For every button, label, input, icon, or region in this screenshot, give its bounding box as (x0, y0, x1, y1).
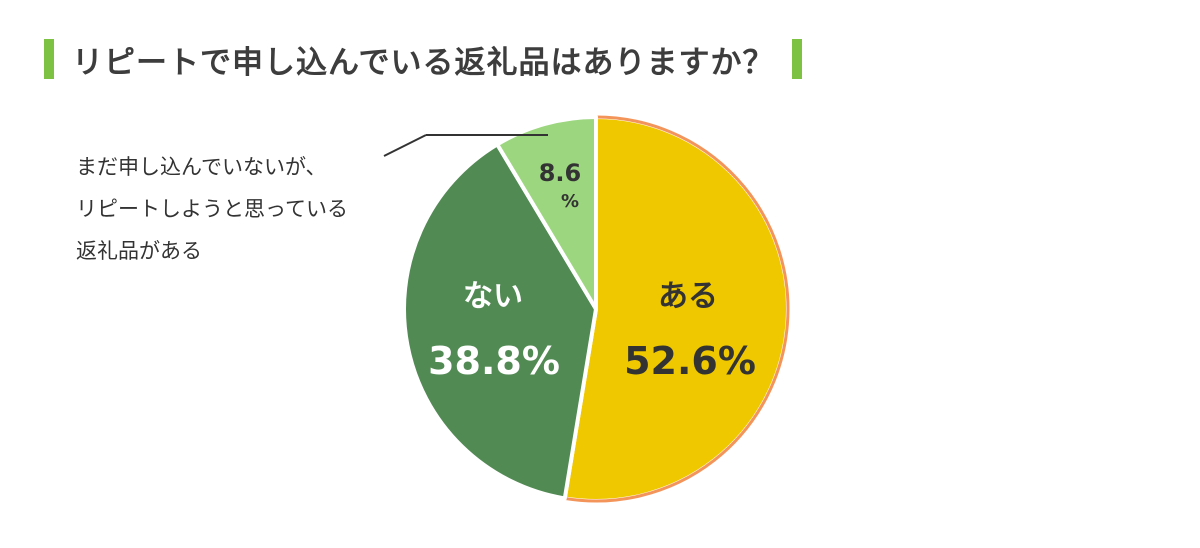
chart-title: リピートで申し込んでいる返礼品はありますか？ (72, 44, 775, 81)
pie-slice-planned (495, 115, 598, 311)
title-accent-left (44, 39, 54, 79)
slice-label-aru: ある (658, 279, 718, 314)
callout-note: まだ申し込んでいないが、 リピートしようと思っている 返礼品がある (76, 146, 348, 272)
chart-title-group: リピートで申し込んでいる返礼品はありますか？ (44, 36, 803, 82)
callout-note-line-2: リピートしようと思っている (76, 197, 348, 221)
slice-value-nai: 38.8% (428, 339, 560, 383)
slice-value-aru: 52.6% (624, 339, 756, 383)
slice-label-nai: ない (463, 279, 523, 314)
callout-leader-line (383, 134, 427, 157)
slice-value-planned: 8.6 (539, 159, 582, 187)
pie-slice-aru-rim (564, 115, 790, 503)
title-accent-right (792, 39, 803, 79)
slice-unit-planned: % (561, 191, 579, 212)
callout-note-line-1: まだ申し込んでいないが、 (76, 155, 327, 179)
callout-note-line-3: 返礼品がある (76, 239, 202, 263)
